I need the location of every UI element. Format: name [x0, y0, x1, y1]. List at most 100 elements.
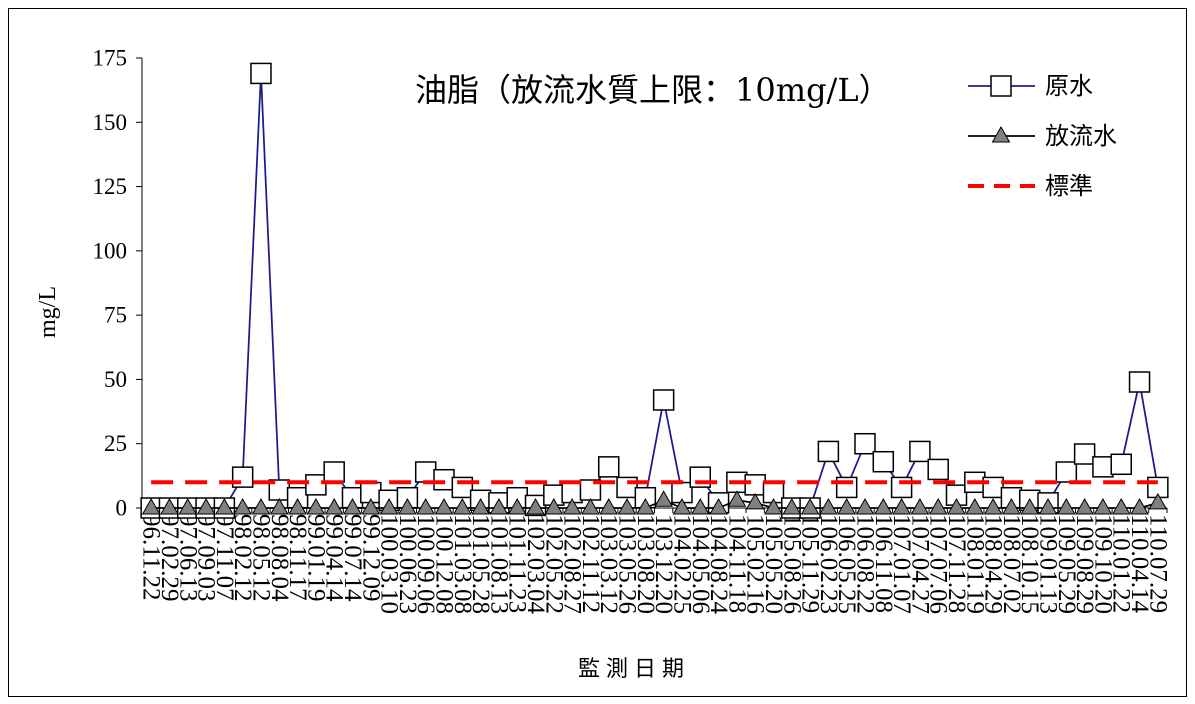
raw-water-point: [305, 474, 327, 496]
effluent-point: [709, 497, 728, 515]
effluent-point: [562, 497, 582, 515]
raw-water-point: [927, 458, 949, 481]
effluent-point: [471, 497, 490, 515]
y-tick-label: 50: [104, 367, 127, 392]
raw-water-point: [1128, 371, 1151, 393]
effluent-point: [892, 497, 911, 515]
effluent-point: [599, 497, 619, 515]
legend-swatch-marker: [990, 75, 1012, 97]
effluent-point: [416, 497, 436, 515]
x-tick-label: 98.08.04: [266, 514, 293, 602]
effluent-point: [1111, 497, 1131, 515]
x-tick-label: 97.09.03: [193, 514, 220, 602]
effluent-point: [690, 497, 710, 515]
x-tick-label: 103.03.12: [595, 514, 622, 614]
x-tick-label: 110.04.14: [1126, 514, 1153, 614]
effluent-point: [764, 497, 783, 515]
x-tick-label: 105.05.20: [760, 514, 787, 614]
effluent-point: [1020, 497, 1040, 515]
x-axis: 96.11.2297.02.2997.06.1397.09.0397.11.07…: [138, 507, 1171, 615]
x-tick-label: 106.05.25: [833, 514, 860, 614]
effluent-point: [526, 497, 545, 515]
effluent-point: [288, 497, 307, 515]
x-tick-label: 97.02.29: [156, 514, 183, 602]
chart-title: 油脂（放流水質上限：10mg/L）: [415, 71, 891, 109]
x-tick-label: 102.08.27: [559, 514, 586, 614]
x-tick-label: 105.02.16: [742, 514, 769, 614]
raw-water-point: [1092, 456, 1114, 478]
effluent-point: [379, 497, 399, 515]
effluent-point: [452, 497, 472, 515]
x-tick-label: 104.02.25: [668, 514, 695, 614]
effluent-point: [928, 497, 948, 515]
effluent-point: [434, 497, 454, 515]
effluent-point: [672, 497, 692, 515]
y-tick-label: 25: [104, 431, 127, 456]
raw-water-point: [1110, 453, 1132, 476]
effluent-point: [324, 497, 344, 515]
x-tick-label: 99.12.09: [357, 514, 384, 602]
raw-water-point: [652, 389, 675, 411]
effluent-point: [617, 497, 637, 515]
effluent-point: [269, 497, 289, 515]
effluent-point: [489, 497, 509, 515]
y-axis-label: mg/L: [35, 286, 61, 338]
effluent-series: [141, 490, 1168, 515]
effluent-point: [782, 497, 802, 515]
x-tick-label: 98.05.12: [247, 514, 274, 602]
x-tick-label: 108.07.02: [998, 514, 1025, 614]
x-tick-label: 102.03.04: [522, 514, 549, 615]
x-tick-label: 100.03.10: [376, 514, 403, 614]
raw-water-point: [250, 62, 272, 85]
legend-item-standard: 標準: [968, 172, 1093, 200]
x-tick-label: 107.01.07: [888, 514, 915, 614]
effluent-point: [819, 497, 838, 515]
effluent-point: [306, 497, 326, 515]
effluent-point: [965, 497, 985, 515]
x-tick-label: 109.01.13: [1035, 514, 1062, 614]
y-tick-label: 125: [93, 174, 128, 199]
x-tick-label: 109.05.29: [1053, 514, 1080, 614]
x-tick-label: 103.08.20: [632, 514, 659, 614]
effluent-point: [581, 497, 600, 515]
x-tick-label: 108.04.29: [980, 514, 1007, 614]
legend-item-raw-water: 原水: [968, 72, 1093, 100]
x-tick-label: 105.11.29: [797, 514, 824, 613]
raw-water-point: [323, 461, 345, 483]
x-tick-label: 97.11.07: [211, 514, 238, 601]
x-tick-label: 102.11.12: [577, 514, 604, 613]
effluent-point: [635, 497, 655, 515]
x-tick-label: 99.07.14: [339, 514, 366, 602]
raw-water-point: [909, 440, 931, 463]
raw-water-point: [817, 440, 840, 463]
effluent-point: [1148, 492, 1168, 510]
y-tick-label: 0: [116, 496, 128, 521]
x-tick-label: 103.05.26: [614, 514, 641, 614]
series-layer: [140, 62, 1169, 519]
y-tick-label: 100: [93, 238, 128, 263]
raw-water-point: [744, 474, 766, 496]
effluent-point: [947, 497, 966, 515]
raw-water-point: [597, 456, 620, 478]
x-tick-label: 96.11.22: [138, 514, 165, 601]
effluent-point: [196, 497, 216, 515]
x-tick-label: 103.12.20: [650, 514, 677, 614]
x-tick-label: 107.11.28: [943, 514, 970, 613]
x-tick-label: 101.03.08: [449, 514, 476, 614]
x-tick-label: 110.07.29: [1144, 514, 1171, 613]
effluent-point: [1093, 497, 1113, 515]
x-tick-group: 96.11.2297.02.2997.06.1397.09.0397.11.07…: [138, 508, 1171, 615]
effluent-point: [233, 497, 253, 515]
x-tick-label: 106.11.08: [870, 514, 897, 613]
effluent-point: [544, 497, 564, 515]
x-axis-label: 監測日期: [578, 657, 690, 682]
x-tick-label: 108.01.19: [961, 514, 988, 614]
effluent-point: [727, 490, 747, 507]
effluent-point: [178, 497, 198, 515]
effluent-point: [654, 490, 674, 507]
raw-water-point: [1055, 461, 1078, 483]
x-tick-label: 108.10.15: [1016, 514, 1043, 614]
effluent-point: [1002, 497, 1021, 515]
raw-water-point: [854, 432, 876, 455]
x-tick-label: 107.07.06: [925, 514, 952, 614]
